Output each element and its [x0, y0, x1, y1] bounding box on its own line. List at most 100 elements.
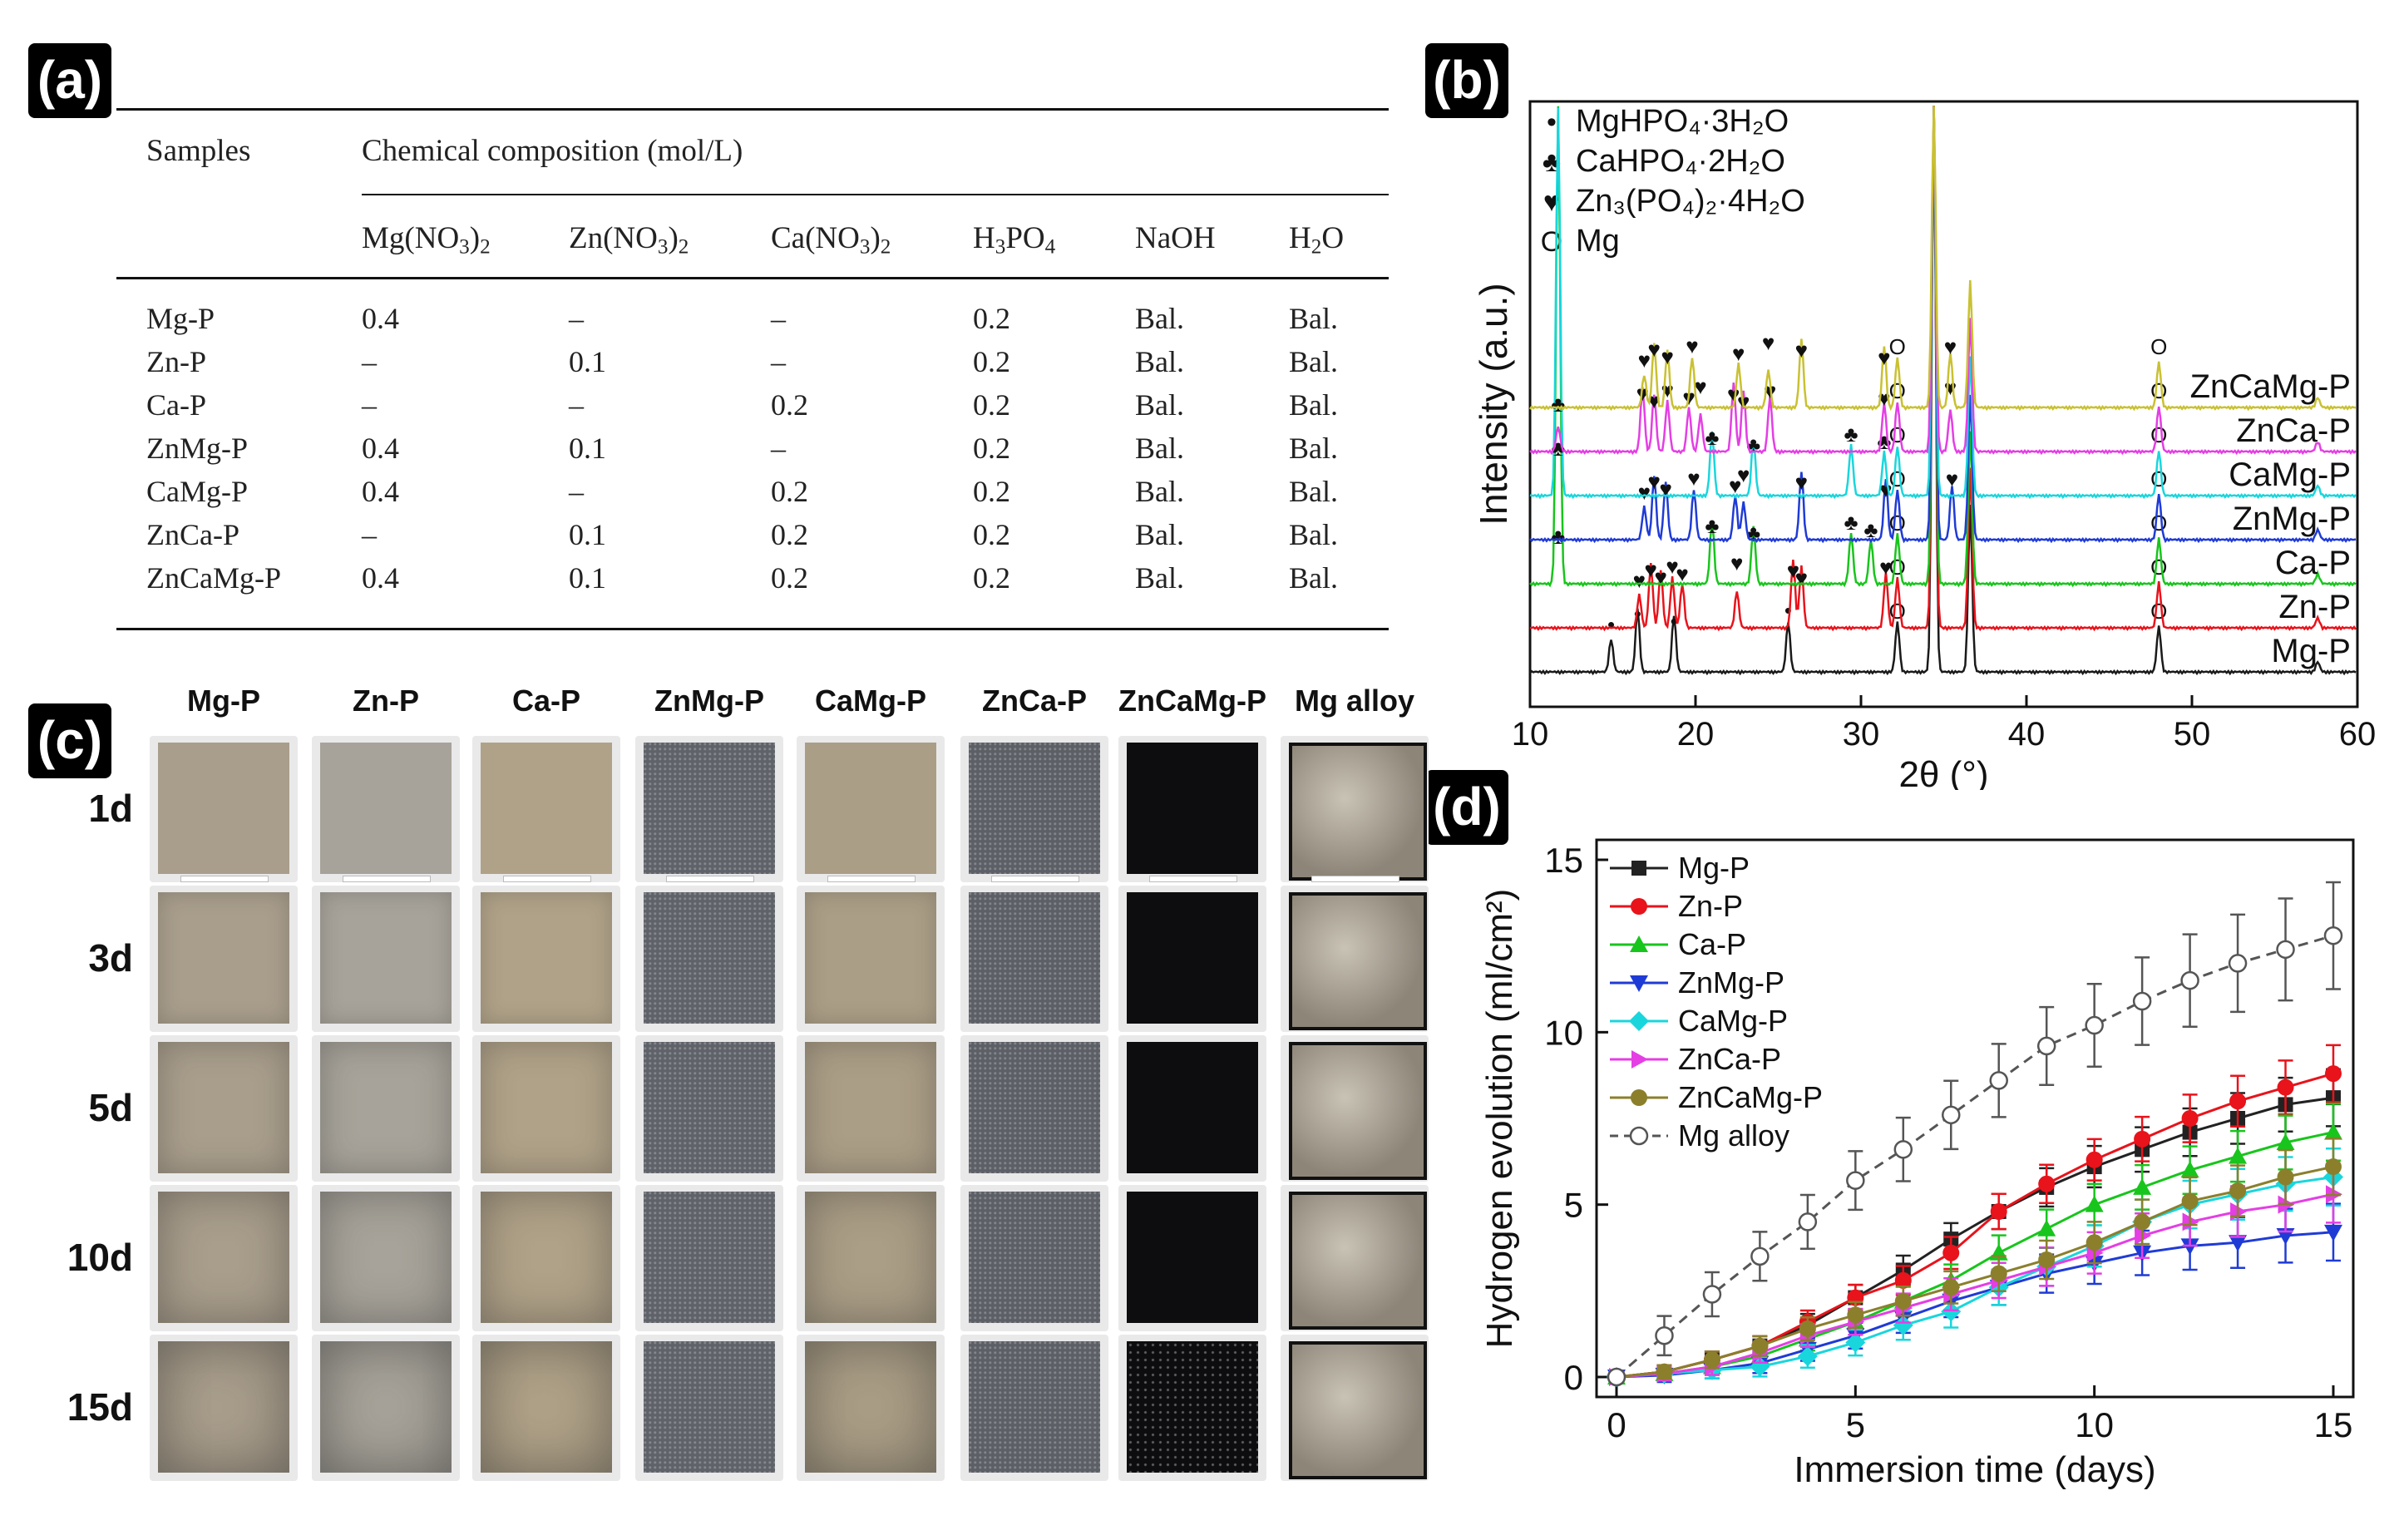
- x-tick-label: 15: [2314, 1405, 2353, 1444]
- mg-marker: O: [2150, 378, 2167, 403]
- table-cell: 0.4: [362, 302, 399, 335]
- corrosion-photo-grid: Mg-P Zn-P Ca-P ZnMg-P CaMg-P ZnCa-P ZnCaMg-P Mg…: [0, 674, 1430, 1530]
- table-cell: Bal.: [1135, 388, 1184, 422]
- mg-marker: O: [2150, 555, 2167, 580]
- scale-bar: [666, 876, 754, 882]
- mg-marker: O: [2150, 422, 2167, 447]
- sample-photo: [960, 1335, 1108, 1481]
- data-point: [1798, 1212, 1818, 1232]
- sample-surface: [1127, 892, 1258, 1024]
- table-cell: 0.2: [973, 561, 1010, 595]
- data-point: [2276, 940, 2295, 960]
- x-tick-label: 5: [1846, 1405, 1865, 1444]
- table-row-sample: ZnCa-P: [146, 518, 239, 551]
- sample-surface: [969, 892, 1100, 1024]
- legend-item: CaMg-P: [1610, 1004, 1788, 1038]
- data-point: [2277, 1168, 2294, 1186]
- phase-marker: ♥: [1879, 477, 1892, 502]
- series-zncamg-p: [1608, 1137, 2342, 1385]
- scale-bar: [991, 876, 1079, 882]
- sample-photo: [472, 1335, 620, 1481]
- data-point: [2180, 1238, 2199, 1256]
- table-cell: –: [771, 432, 786, 465]
- sample-surface: [320, 1341, 452, 1473]
- series-mg-alloy: [1607, 881, 2343, 1387]
- data-point: [2036, 1036, 2056, 1056]
- sample-photo: [797, 736, 945, 882]
- table-cell: Bal.: [1135, 518, 1184, 551]
- data-point: [2228, 954, 2248, 973]
- table-header-samples: Samples: [146, 134, 251, 168]
- sample-photo: [312, 886, 460, 1032]
- phase-marker: ♥: [1638, 480, 1651, 505]
- sample-surface: [320, 743, 452, 874]
- legend-symbol: •: [1547, 106, 1557, 138]
- legend-item: ZnCa-P: [1610, 1042, 1781, 1076]
- mg-marker: O: [1889, 422, 1906, 447]
- table-header-rule: [116, 277, 1389, 279]
- sample-surface: [481, 892, 612, 1024]
- mg-marker: O: [2150, 599, 2167, 624]
- phase-marker: ♥: [1730, 550, 1743, 575]
- x-tick-label: 10: [1512, 716, 1549, 753]
- sample-surface: [158, 1192, 289, 1323]
- col-naoh: NaOH: [1135, 221, 1216, 255]
- data-point: [1630, 935, 1648, 952]
- sample-photo: [635, 1035, 783, 1182]
- legend-item: Mg alloy: [1610, 1118, 1789, 1153]
- sample-photo: [1118, 886, 1266, 1032]
- col-h3po4: H3PO4: [973, 221, 1056, 259]
- sample-surface: [969, 743, 1100, 874]
- sample-surface: [644, 743, 775, 874]
- sample-surface: [158, 743, 289, 874]
- table-row-sample: ZnMg-P: [146, 432, 249, 465]
- sample-surface: [969, 1192, 1100, 1323]
- sample-photo: [312, 1335, 460, 1481]
- table-cell: Bal.: [1135, 432, 1184, 465]
- mg-marker: O: [2150, 334, 2167, 359]
- table-row-sample: ZnCaMg-P: [146, 561, 281, 595]
- sample-photo: [1118, 736, 1266, 882]
- scale-bar: [343, 876, 431, 882]
- xrd-series-camg-p: [1529, 107, 2357, 500]
- phase-marker: ♣: [1705, 513, 1719, 538]
- data-point: [1942, 1279, 1960, 1296]
- sample-surface: [805, 1192, 936, 1323]
- series-label: Mg-P: [2271, 633, 2351, 669]
- data-point: [1990, 1265, 2007, 1282]
- phase-marker: •: [1784, 598, 1792, 623]
- table-cell: Bal.: [1289, 518, 1338, 551]
- sample-surface: [481, 1341, 612, 1473]
- sample-surface: [320, 1192, 452, 1323]
- sample-photo: [635, 736, 783, 882]
- panel-label-c: (c): [28, 703, 111, 778]
- photo-column-header: ZnCa-P: [982, 684, 1087, 718]
- table-cell: –: [362, 518, 377, 551]
- data-point: [2181, 1192, 2199, 1210]
- mg-marker: O: [1889, 511, 1906, 536]
- phase-marker: ♥: [1633, 568, 1646, 593]
- sample-surface: [805, 1341, 936, 1473]
- sample-photo: [150, 1185, 298, 1331]
- sample-surface: [969, 1042, 1100, 1173]
- sample-surface: [1289, 1192, 1427, 1330]
- table-cell: Bal.: [1289, 432, 1338, 465]
- data-point: [2085, 1151, 2103, 1168]
- data-point: [1629, 1126, 1649, 1146]
- data-point: [2323, 925, 2343, 945]
- phase-marker: ♣: [1844, 422, 1858, 447]
- sample-surface: [481, 1192, 612, 1323]
- phase-marker: ♥: [1659, 476, 1671, 501]
- phase-marker: ♥: [1687, 466, 1700, 491]
- data-point: [2324, 1123, 2342, 1140]
- data-point: [2180, 1161, 2199, 1178]
- table-cell: 0.2: [771, 518, 808, 551]
- data-point: [1893, 1315, 1913, 1335]
- mg-marker: O: [2150, 466, 2167, 491]
- table-cell: 0.2: [771, 561, 808, 595]
- data-point: [1894, 1292, 1912, 1310]
- sample-surface: [158, 1341, 289, 1473]
- photo-row-header: 1d: [88, 787, 133, 830]
- phase-marker: ♣: [1551, 392, 1565, 417]
- sample-photo: [472, 1035, 620, 1182]
